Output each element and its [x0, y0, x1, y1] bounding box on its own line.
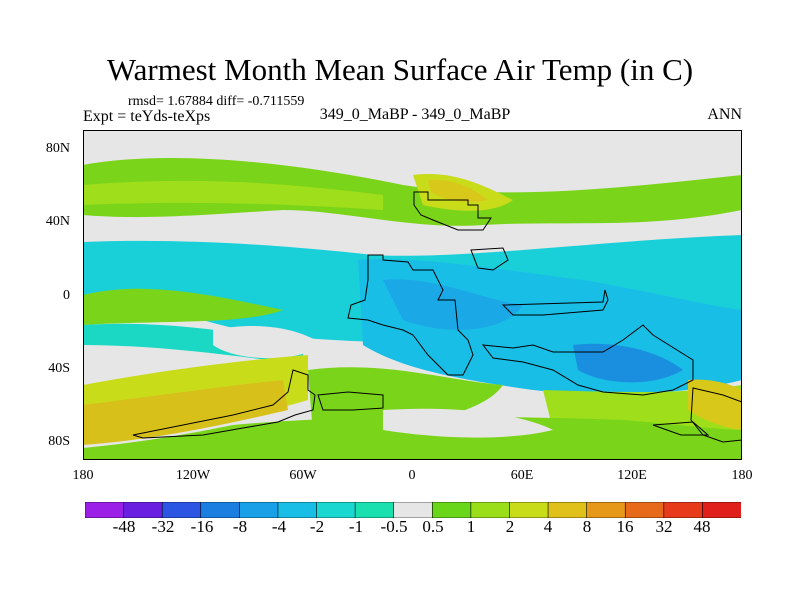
- lon-tick-label: 60W: [289, 468, 317, 483]
- colorbar-label: 32: [655, 517, 673, 536]
- lat-tick-label: 80S: [48, 434, 70, 449]
- colorbar-segment: [277, 502, 318, 518]
- season-label: ANN: [707, 106, 742, 123]
- plot-title: Warmest Month Mean Surface Air Temp (in …: [106, 52, 694, 87]
- yellow-patch-southeast: [688, 379, 742, 430]
- colorbar-segment: [586, 502, 626, 518]
- gray-patch-south-pacific: [213, 325, 323, 359]
- colorbar-label: -16: [190, 517, 214, 536]
- orange-patch-north: [428, 179, 488, 203]
- colorbar-segment: [85, 502, 125, 518]
- lon-tick-label: 180: [731, 468, 753, 483]
- colorbar-segment: [354, 502, 395, 518]
- lon-tick-label: 0: [408, 468, 416, 483]
- colorbar-segment: [161, 502, 202, 518]
- central-continent-outline: [347, 254, 474, 376]
- continent-outlines: [132, 191, 742, 443]
- colorbar-label: 1: [466, 517, 476, 536]
- colorbar-label: 48: [693, 517, 711, 536]
- temperature-anomaly-map: [83, 130, 742, 460]
- experiment-label: Expt = teYds-teXps: [83, 108, 211, 125]
- map-frame: [83, 130, 742, 460]
- colorbar: [85, 502, 741, 518]
- southeastern-continent-outline: [481, 324, 694, 396]
- colorbar-segment: [316, 502, 356, 518]
- lat-tick-label: 40S: [48, 361, 70, 376]
- colorbar-label: -32: [151, 517, 175, 536]
- colorbar-segment: [431, 502, 472, 518]
- colorbar-label: -2: [309, 517, 325, 536]
- colorbar-segment: [663, 502, 704, 518]
- lat-tick-label: 0: [63, 288, 70, 303]
- deep-blue-patch-east: [573, 343, 683, 383]
- lon-tick-label: 120E: [617, 468, 647, 483]
- yellow-green-band-north: [83, 180, 383, 210]
- colorbar-segment: [123, 502, 163, 518]
- colorbar-segment: [200, 502, 240, 518]
- colorbar-segment: [239, 502, 279, 518]
- case-label: 349_0_MaBP - 349_0_MaBP: [319, 106, 511, 123]
- colorbar-label: -4: [271, 517, 287, 536]
- northern-continent-outline: [413, 191, 492, 231]
- green-band-north: [83, 157, 742, 226]
- colorbar-segment: [547, 502, 588, 518]
- colorbar-segment: [393, 502, 433, 518]
- lon-tick-label: 60E: [510, 468, 534, 483]
- colorbar-label: 4: [543, 517, 553, 536]
- colorbar-label: -8: [232, 517, 248, 536]
- gray-patch-southern-ocean: [383, 408, 553, 438]
- orange-band-south: [83, 380, 288, 445]
- colorbar-segment: [702, 502, 741, 518]
- lat-tick-label: 40N: [45, 214, 70, 229]
- colorbar-label: 2: [505, 517, 515, 536]
- colorbar-label: -0.5: [380, 517, 408, 536]
- green-strip-pacific: [83, 288, 283, 325]
- small-island-outline: [470, 247, 509, 271]
- lat-tick-label: 80N: [45, 141, 70, 156]
- colorbar-label: -1: [348, 517, 364, 536]
- southern-island-outline: [652, 421, 710, 436]
- southern-peninsula-outline: [317, 391, 384, 411]
- stats-label: rmsd= 1.67884 diff= -0.711559: [128, 94, 305, 109]
- colorbar-label: -48: [112, 517, 136, 536]
- colorbar-label: 0.5: [422, 517, 444, 536]
- colorbar-segment: [509, 502, 549, 518]
- lon-tick-label: 120W: [175, 468, 211, 483]
- lon-tick-label: 180: [72, 468, 94, 483]
- deep-blue-patch-central: [383, 279, 523, 330]
- eastern-continent-outline: [501, 289, 609, 316]
- southwestern-continent-outline: [132, 369, 316, 439]
- colorbar-segment: [624, 502, 665, 518]
- colorbar-segment: [470, 502, 511, 518]
- colorbar-label: 8: [582, 517, 592, 536]
- colorbar-label: 16: [616, 517, 634, 536]
